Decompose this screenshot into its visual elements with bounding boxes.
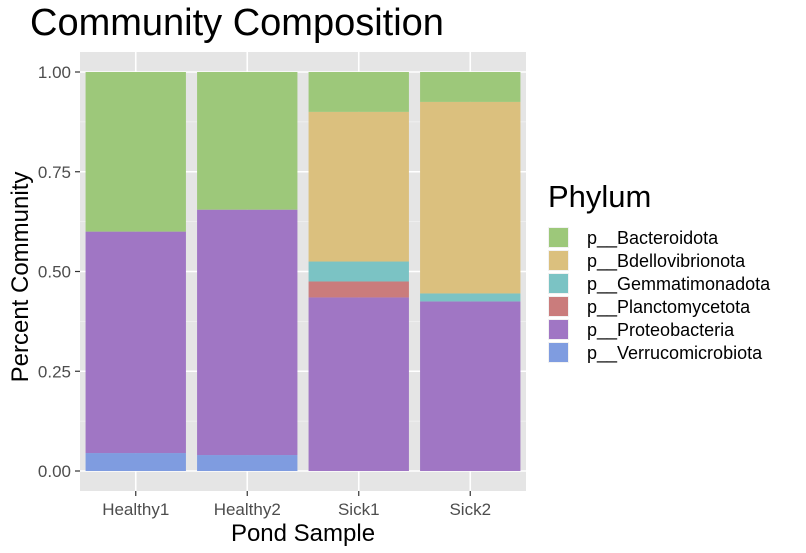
legend-label: p__Bdellovibrionota (587, 251, 746, 272)
bar-segment (308, 297, 409, 471)
legend-swatch (549, 228, 568, 247)
bar-segment (85, 453, 186, 471)
x-tick-label: Sick2 (449, 500, 491, 519)
bar-segment (197, 455, 298, 471)
y-tick-label: 0.50 (38, 263, 71, 282)
bar-segment (420, 72, 521, 102)
bar-segment (420, 293, 521, 302)
bar-segment (308, 261, 409, 282)
chart-title: Community Composition (30, 2, 444, 44)
legend-label: p__Planctomycetota (587, 297, 751, 318)
bar-segment (85, 231, 186, 454)
y-axis-title: Percent Community (7, 172, 34, 383)
y-tick-label: 0.25 (38, 362, 71, 381)
y-tick-label: 1.00 (38, 63, 71, 82)
legend-label: p__Verrucomicrobiota (587, 343, 763, 364)
legend-swatch (549, 274, 568, 293)
legend-swatch (549, 320, 568, 339)
bar-segment (85, 72, 186, 232)
legend-swatch (549, 297, 568, 316)
x-tick-label: Healthy1 (102, 500, 169, 519)
bar-segment (197, 209, 298, 456)
bar-segment (308, 72, 409, 112)
legend-label: p__Bacteroidota (587, 228, 719, 249)
x-tick-label: Healthy2 (214, 500, 281, 519)
x-axis-title: Pond Sample (231, 520, 375, 547)
bar-segment (308, 281, 409, 298)
legend: Phylum p__Bacteroidotap__Bdellovibrionot… (548, 179, 771, 364)
plot-area: 0.00 0.25 0.50 0.75 1.00 Healthy1 Healthy2 Sick… (38, 52, 526, 519)
bar-segment (420, 301, 521, 471)
legend-swatch (549, 251, 568, 270)
legend-label: p__Gemmatimonadota (587, 274, 771, 295)
legend-title: Phylum (548, 179, 651, 214)
legend-label: p__Proteobacteria (587, 320, 735, 341)
y-tick-label: 0.75 (38, 163, 71, 182)
bar-segment (308, 111, 409, 262)
bar-segment (197, 72, 298, 210)
y-tick-label: 0.00 (38, 462, 71, 481)
legend-swatch (549, 343, 568, 362)
x-tick-label: Sick1 (338, 500, 380, 519)
bar-segment (420, 101, 521, 294)
